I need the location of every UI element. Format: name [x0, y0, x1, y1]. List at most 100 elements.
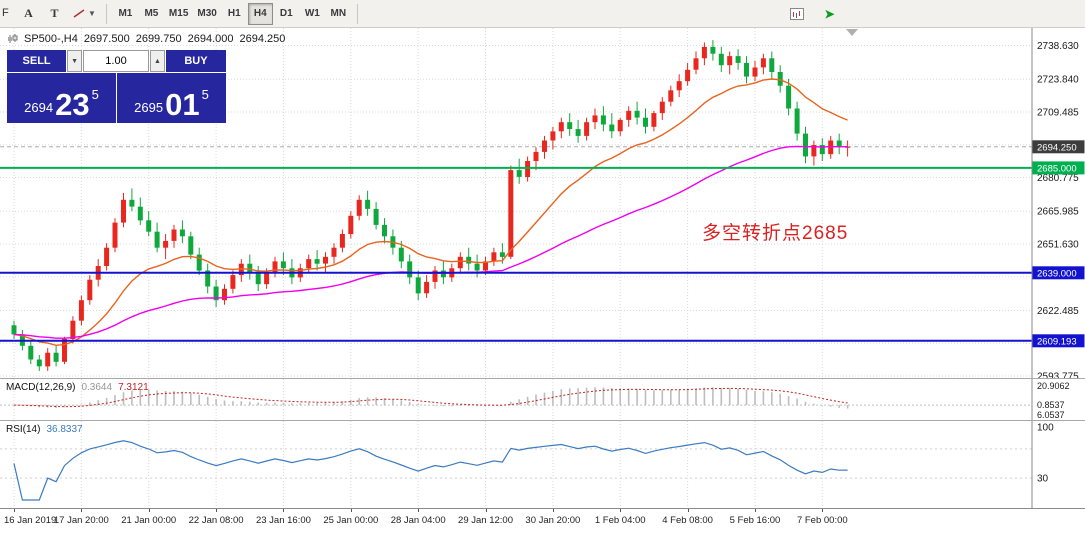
- time-tick: [216, 509, 218, 512]
- main-chart-panel: 2738.630 2723.840 2709.485 2680.775 2665.985…: [0, 28, 1085, 378]
- trendline-icon: [72, 7, 87, 20]
- macd-signal-line: [13, 387, 848, 408]
- chart-shift-marker[interactable]: [846, 29, 858, 36]
- annotate-tool-button[interactable]: A: [16, 3, 41, 25]
- svg-text:6.0537: 6.0537: [1037, 410, 1065, 420]
- grid: [0, 28, 1032, 378]
- bid-price-display[interactable]: 2694 23 5: [7, 73, 116, 123]
- macd-histogram: [21, 387, 849, 409]
- svg-text:2651.630: 2651.630: [1037, 240, 1079, 251]
- svg-text:2639.000: 2639.000: [1037, 268, 1077, 279]
- volume-down-button[interactable]: ▼: [67, 50, 83, 72]
- ask-pip-digit: 5: [201, 87, 209, 102]
- timeframe-group: M1 M5 M15 M30 H1 H4 D1 W1 MN: [113, 2, 351, 25]
- time-tick: [822, 509, 824, 512]
- timeframe-m15-button[interactable]: M15: [165, 3, 192, 25]
- svg-text:2622.485: 2622.485: [1037, 306, 1079, 317]
- bid-pip-digit: 5: [91, 87, 99, 102]
- bid-prefix: 2694: [24, 100, 54, 115]
- time-label: 28 Jan 04:00: [390, 515, 446, 526]
- svg-text:100: 100: [1037, 423, 1054, 434]
- macd-signal-value: 7.3121: [118, 382, 149, 393]
- svg-text:0.8537: 0.8537: [1037, 400, 1065, 410]
- sell-button[interactable]: SELL: [7, 50, 67, 72]
- horizontal-level-lines[interactable]: [0, 166, 1032, 342]
- high-value: 2699.750: [135, 33, 182, 45]
- rsi-title: RSI(14): [6, 424, 41, 435]
- time-tick: [148, 509, 150, 512]
- scroll-to-end-icon[interactable]: ➤: [817, 3, 842, 25]
- ohlc-info: SP500-,H4 2697.500 2699.750 2694.000 269…: [7, 33, 285, 45]
- open-value: 2697.500: [83, 33, 130, 45]
- buy-button[interactable]: BUY: [165, 50, 227, 72]
- time-tick: [754, 509, 756, 512]
- time-label: 23 Jan 16:00: [255, 515, 311, 526]
- toolbar-right-icons: ➤: [784, 3, 842, 25]
- chart-type-icon: [7, 34, 18, 44]
- rsi-line: [13, 440, 848, 501]
- time-tick: [552, 509, 554, 512]
- toolbar-edge-label: F: [2, 7, 9, 19]
- svg-text:2694.250: 2694.250: [1037, 142, 1077, 153]
- ask-prefix: 2695: [134, 100, 164, 115]
- volume-up-button[interactable]: ▲: [150, 50, 165, 72]
- rsi-value: 36.8337: [46, 424, 83, 435]
- timeframe-h1-button[interactable]: H1: [222, 3, 247, 25]
- svg-text:2709.485: 2709.485: [1037, 108, 1079, 119]
- chart-window-icon[interactable]: [784, 3, 809, 25]
- svg-text:30: 30: [1037, 474, 1049, 485]
- bid-big-digits: 23: [55, 86, 90, 122]
- time-label: 30 Jan 20:00: [525, 515, 581, 526]
- time-label: 25 Jan 00:00: [323, 515, 379, 526]
- svg-text:2665.985: 2665.985: [1037, 207, 1079, 218]
- rsi-label: RSI(14) 36.8337: [6, 424, 83, 435]
- time-label: 29 Jan 12:00: [458, 515, 513, 526]
- volume-input[interactable]: [83, 50, 150, 72]
- time-tick: [350, 509, 352, 512]
- timeframe-h4-button[interactable]: H4: [247, 2, 273, 25]
- timeframe-m5-button[interactable]: M5: [139, 3, 164, 25]
- grid: [13, 379, 823, 420]
- macd-panel: 20.9062 0.8537 6.0537 MACD(12,26,9) 0.3644…: [0, 378, 1085, 420]
- toolbar-separator: [356, 3, 358, 24]
- rsi-chart[interactable]: 100 30: [0, 421, 1085, 508]
- toolbar: F A T ▼ M1 M5 M15 M30 H1 H4 D1 W1 MN ➤: [0, 0, 1085, 28]
- time-tick: [620, 509, 622, 512]
- macd-title: MACD(12,26,9): [6, 382, 76, 393]
- low-value: 2694.000: [187, 33, 234, 45]
- time-tick: [283, 509, 285, 512]
- ask-big-digits: 01: [165, 86, 200, 122]
- text-tool-button[interactable]: T: [42, 3, 67, 25]
- chart-annotation[interactable]: 多空转折点2685: [702, 223, 849, 244]
- time-label: 7 Feb 00:00: [796, 515, 848, 526]
- time-axis: 16 Jan 2019 17 Jan 20:00 21 Jan 00:00 22 Ja…: [0, 508, 1085, 534]
- rsi-panel: 100 30 RSI(14) 36.8337: [0, 420, 1085, 508]
- macd-main-value: 0.3644: [81, 382, 113, 393]
- svg-text:2723.840: 2723.840: [1037, 75, 1079, 86]
- time-tick: [687, 509, 689, 512]
- time-label: 5 Feb 16:00: [729, 515, 781, 526]
- time-label: 16 Jan 2019: [4, 515, 57, 526]
- close-value: 2694.250: [239, 33, 286, 45]
- line-studies-button[interactable]: ▼: [68, 3, 100, 25]
- chevron-down-icon: ▼: [88, 9, 96, 18]
- timeframe-m30-button[interactable]: M30: [193, 3, 220, 25]
- time-label: 17 Jan 20:00: [53, 515, 109, 526]
- one-click-trading-panel: SELL ▼ ▲ BUY 2694 23 5 2695 01 5: [7, 50, 227, 123]
- time-tick: [418, 509, 420, 512]
- timeframe-m1-button[interactable]: M1: [113, 3, 138, 25]
- time-label: 21 Jan 00:00: [121, 515, 177, 526]
- svg-text:2609.193: 2609.193: [1037, 336, 1077, 347]
- timeframe-d1-button[interactable]: D1: [274, 3, 299, 25]
- ask-price-display[interactable]: 2695 01 5: [117, 73, 226, 123]
- grid: [13, 421, 823, 508]
- candlestick-chart[interactable]: 2738.630 2723.840 2709.485 2680.775 2665.985…: [0, 28, 1085, 378]
- timeframe-mn-button[interactable]: MN: [326, 3, 351, 25]
- time-label: 1 Feb 04:00: [594, 515, 646, 526]
- toolbar-separator: [105, 3, 107, 24]
- timeframe-w1-button[interactable]: W1: [300, 3, 325, 25]
- time-tick: [485, 509, 487, 512]
- macd-label: MACD(12,26,9) 0.3644 7.3121: [6, 382, 149, 393]
